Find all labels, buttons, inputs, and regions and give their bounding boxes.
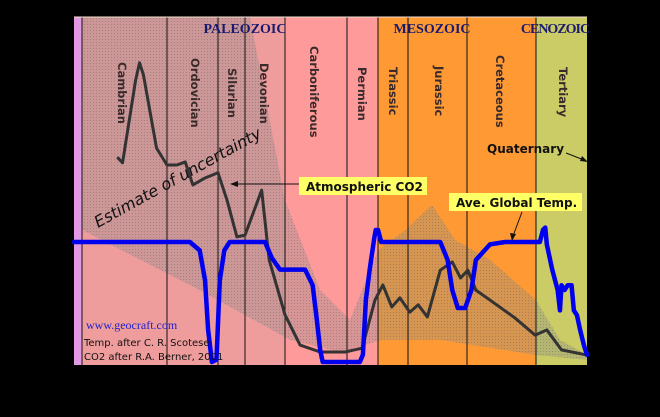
era-label-cenozoic: CENOZOIC (521, 22, 590, 37)
credit-co2: CO2 after R.A. Berner, 2001 (84, 352, 223, 363)
uncertainty-band (82, 16, 587, 361)
period-label-devonian: Devonian (257, 63, 271, 124)
period-label-tertiary: Tertiary (556, 67, 570, 118)
website-link[interactable]: www.geocraft.com (86, 318, 178, 332)
band-precambrian (74, 17, 82, 365)
temp-label: Ave. Global Temp. (456, 196, 577, 210)
period-label-cambrian: Cambrian (115, 62, 129, 124)
period-label-triassic: Triassic (386, 67, 400, 116)
temp-label-box (449, 193, 582, 211)
temperature-line (71, 225, 590, 365)
co2-label: Atmospheric CO2 (306, 180, 423, 194)
era-label-paleozoic: PALEOZOIC (204, 22, 287, 37)
period-label-silurian: Silurian (225, 68, 239, 118)
co2-line (116, 61, 588, 357)
period-label-jurassic: Jurassic (432, 65, 446, 117)
co2-label-box (299, 177, 427, 195)
period-label-carboniferous: Carboniferous (307, 46, 321, 138)
period-label-permian: Permian (355, 67, 369, 121)
quaternary-label: Quaternary (487, 142, 564, 156)
series-group (71, 61, 590, 365)
quaternary-arrowhead-icon (580, 156, 588, 162)
period-labels: Cambrian Ordovician Silurian Devonian Ca… (115, 46, 570, 138)
era-label-mesozoic: MESOZOIC (393, 22, 470, 37)
co2-arrowhead-icon (230, 181, 238, 187)
uncertainty-band-group (82, 16, 587, 361)
period-label-cretaceous: Cretaceous (493, 55, 507, 128)
period-label-ordovician: Ordovician (188, 58, 202, 128)
temp-arrow (512, 211, 523, 237)
temp-arrowhead-icon (510, 233, 516, 241)
credit-temp: Temp. after C. R. Scotese (83, 338, 210, 349)
